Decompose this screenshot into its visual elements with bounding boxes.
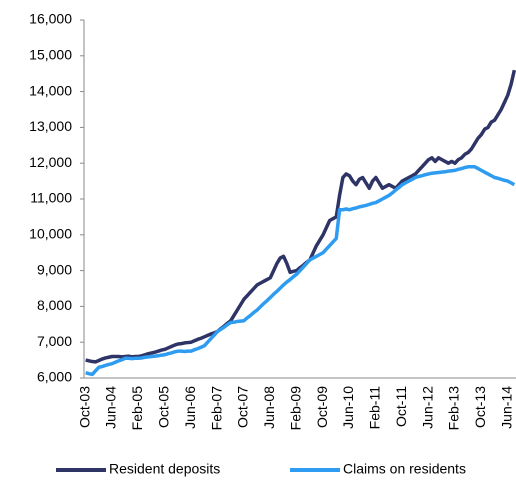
x-tick-label: Oct-03 <box>76 386 92 428</box>
y-tick-label: 9,000 <box>37 261 72 277</box>
x-tick-label: Jun-06 <box>182 386 198 429</box>
x-tick-label: Oct-09 <box>314 386 330 428</box>
x-tick-label: Feb-05 <box>129 386 145 431</box>
y-tick-label: 12,000 <box>29 154 72 170</box>
x-tick-label: Jun-12 <box>419 386 435 429</box>
x-tick-label: Jun-08 <box>261 386 277 429</box>
x-tick-label: Oct-13 <box>472 386 488 428</box>
x-tick-label: Jun-10 <box>340 386 356 429</box>
line-series <box>85 165 516 377</box>
y-tick-label: 16,000 <box>29 11 72 27</box>
x-tick-label: Jun-14 <box>498 386 514 429</box>
x-tick-label: Feb-13 <box>446 386 462 431</box>
x-tick-label: Feb-07 <box>208 386 224 431</box>
x-tick-label: Feb-11 <box>367 386 383 430</box>
y-tick-label: 15,000 <box>29 47 72 63</box>
y-tick-label: 14,000 <box>29 82 72 98</box>
legend-label: Claims on residents <box>343 461 466 477</box>
x-tick-label: Jun-04 <box>103 386 119 429</box>
line-series <box>85 69 516 364</box>
x-tick-label: Feb-09 <box>287 386 303 431</box>
legend-label: Resident deposits <box>109 461 220 477</box>
y-tick-label: 13,000 <box>29 118 72 134</box>
x-tick-label: Oct-07 <box>235 386 251 428</box>
y-tick-label: 10,000 <box>29 226 72 242</box>
y-tick-label: 8,000 <box>37 297 72 313</box>
y-tick-label: 6,000 <box>37 369 72 385</box>
x-tick-label: Oct-11 <box>393 386 409 427</box>
y-tick-label: 11,000 <box>30 190 72 206</box>
y-tick-label: 7,000 <box>37 333 72 349</box>
x-tick-label: Oct-05 <box>155 386 171 428</box>
